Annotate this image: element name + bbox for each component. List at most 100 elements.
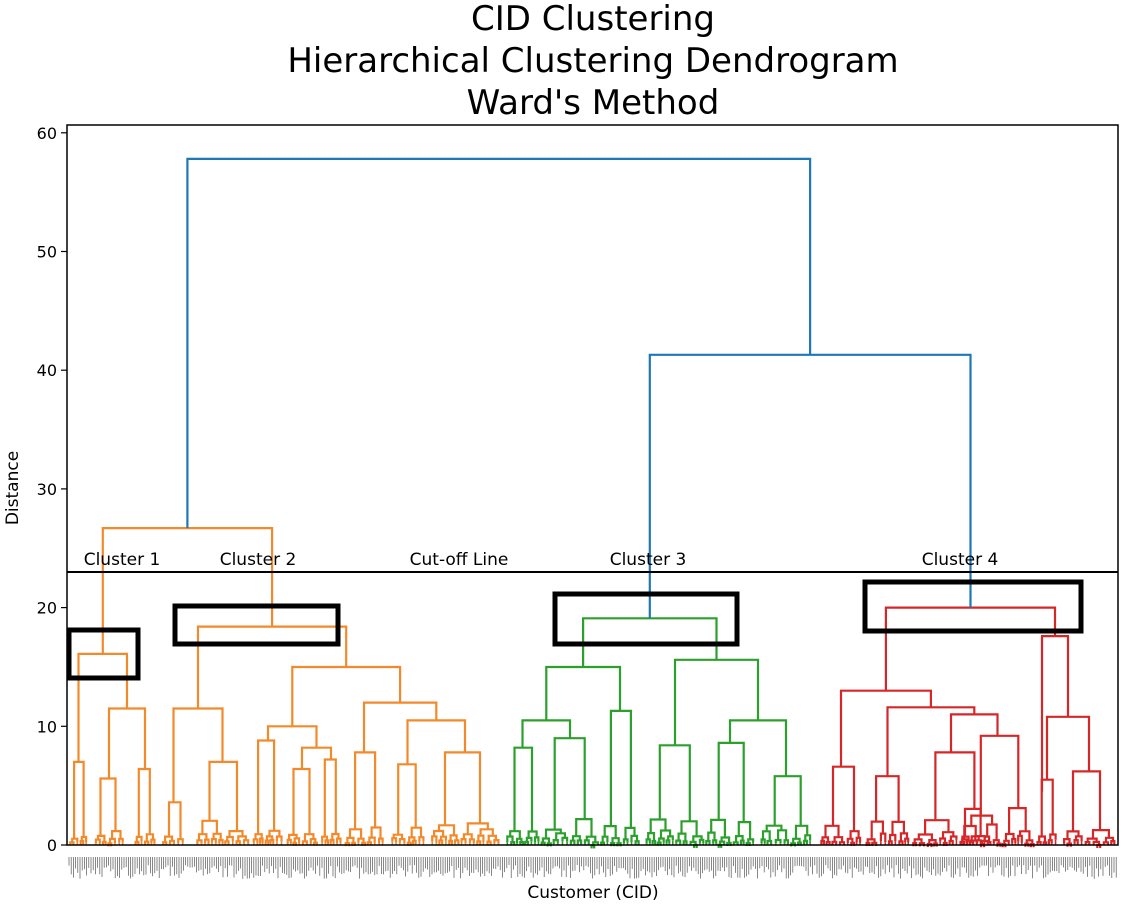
- dendrogram-link: [889, 833, 897, 842]
- dendrogram-link: [656, 841, 662, 846]
- dendrogram-link: [939, 837, 947, 843]
- dendrogram-link: [928, 839, 937, 844]
- x-tick-labels: [68, 857, 1117, 879]
- dendrogram-link: [210, 837, 217, 844]
- dendrogram-link: [1025, 839, 1034, 845]
- dendrogram-link: [970, 814, 994, 826]
- dendrogram-link: [101, 527, 274, 654]
- dendrogram-link: [855, 836, 862, 843]
- dendrogram-link: [575, 818, 593, 837]
- dendrogram-link: [986, 823, 998, 841]
- dendrogram-link: [477, 834, 485, 843]
- dendrogram-link: [941, 831, 955, 839]
- dendrogram-link: [797, 841, 802, 846]
- dendrogram-link: [665, 839, 671, 844]
- dendrogram-link: [99, 777, 117, 836]
- dendrogram-link: [293, 837, 301, 843]
- dendrogram-link: [1045, 715, 1091, 780]
- cluster-3-box: [552, 591, 740, 647]
- annotation-label: Cluster 4: [922, 550, 999, 570]
- dendrogram-link: [73, 760, 85, 839]
- dendrogram-link: [406, 841, 412, 846]
- dendrogram-link: [118, 837, 124, 843]
- dendrogram-link: [820, 839, 825, 845]
- dendrogram-link: [718, 840, 726, 845]
- axes: 0 10 20 30 40 50 60: [37, 124, 1119, 879]
- cluster-2-box: [172, 603, 341, 647]
- dendrogram-link: [1003, 839, 1010, 845]
- dendrogram-link: [329, 838, 335, 844]
- dendrogram-link: [583, 839, 590, 845]
- dendrogram-link: [571, 835, 581, 841]
- dendrogram-link: [677, 832, 687, 842]
- dendrogram-link: [366, 841, 372, 846]
- dendrogram-link: [411, 839, 417, 844]
- dendrogram-link: [600, 841, 605, 846]
- dendrogram-link: [1008, 807, 1027, 834]
- dendrogram-link: [611, 837, 620, 844]
- dendrogram-link: [228, 830, 244, 837]
- dendrogram-link: [418, 836, 425, 842]
- dendrogram-link: [728, 719, 788, 777]
- dendrogram-link: [313, 841, 318, 846]
- y-tick-label: 30: [37, 480, 57, 499]
- dendrogram-link: [739, 839, 745, 845]
- dendrogram-link: [1066, 830, 1080, 840]
- dendrogram-link: [585, 835, 597, 843]
- dendrogram-link: [346, 836, 355, 844]
- dendrogram-link: [802, 839, 808, 845]
- dendrogram-link: [204, 838, 210, 844]
- dendrogram-link: [264, 839, 270, 845]
- dendrogram-link: [433, 829, 445, 837]
- dendrogram-link: [949, 835, 958, 841]
- dendrogram-link: [237, 835, 247, 842]
- dendrogram-link: [794, 824, 809, 839]
- dendrogram-link: [439, 835, 447, 841]
- dendrogram-link: [680, 820, 698, 837]
- dendrogram-link: [792, 837, 801, 844]
- dendrogram-link: [846, 837, 854, 844]
- dendrogram-link: [259, 837, 264, 844]
- dendrogram-link: [527, 830, 538, 838]
- dendrogram-link: [899, 832, 909, 842]
- dendrogram-link: [913, 838, 923, 844]
- dendrogram-link: [720, 836, 731, 843]
- dendrogram-link: [94, 838, 101, 844]
- dendrogram-link: [1084, 841, 1091, 846]
- dendrogram-link: [887, 840, 893, 845]
- dendrogram-link: [705, 839, 711, 845]
- dendrogram-link: [462, 833, 473, 840]
- dendrogram-link: [675, 839, 682, 845]
- dendrogram-link: [516, 837, 523, 844]
- dendrogram-link: [934, 751, 976, 821]
- dendrogram-link: [659, 829, 672, 839]
- dendrogram-link: [569, 839, 576, 845]
- dendrogram-link: [698, 838, 705, 844]
- annotation-label: Cluster 3: [610, 550, 687, 570]
- dendrogram-link: [609, 709, 632, 828]
- dendrogram-link: [552, 839, 559, 845]
- dendrogram-link: [1017, 834, 1023, 844]
- cluster-1-box: [66, 627, 141, 681]
- dendrogram-link: [777, 829, 788, 841]
- dendrogram-link: [561, 836, 569, 842]
- dendrogram-link: [348, 828, 363, 839]
- y-tick-label: 0: [47, 836, 57, 855]
- dendrogram-link: [177, 838, 184, 843]
- dendrogram-link: [879, 832, 887, 843]
- dendrogram-link: [331, 832, 340, 840]
- dendrogram-link: [1074, 835, 1083, 842]
- dendrogram-link: [658, 744, 691, 822]
- dendrogram-link: [891, 820, 905, 835]
- dendrogram-link: [509, 830, 521, 839]
- dendrogram-link: [513, 746, 534, 832]
- dendrogram-link: [1073, 839, 1079, 845]
- dendrogram-link: [707, 831, 716, 841]
- dendrogram-link: [658, 837, 665, 843]
- dendrogram-link: [321, 835, 328, 843]
- dendrogram-link: [975, 839, 982, 845]
- dendrogram-link: [624, 826, 636, 840]
- dendrogram-link: [398, 838, 406, 844]
- dendrogram-link: [506, 835, 514, 843]
